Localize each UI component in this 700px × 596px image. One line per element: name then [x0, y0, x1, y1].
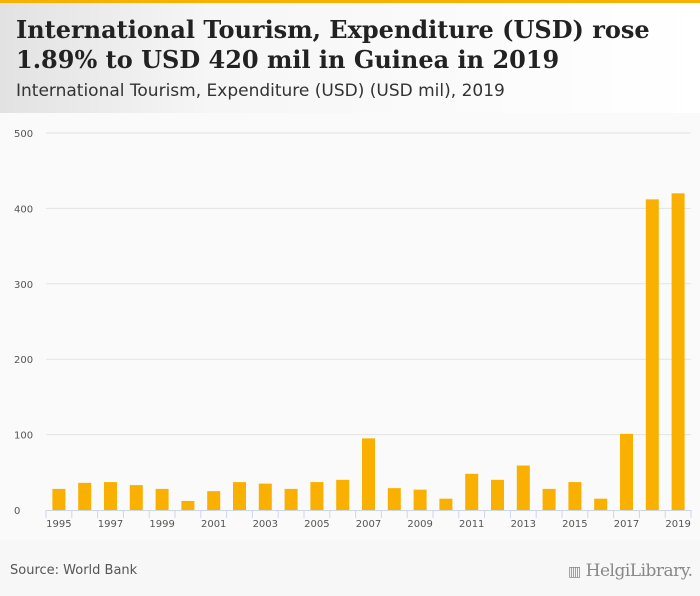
- x-tick-label: 1997: [98, 519, 123, 530]
- logo-text: HelgiLibrary.: [585, 561, 693, 581]
- x-tick-label: 2001: [201, 519, 226, 530]
- accent-line: [0, 0, 700, 3]
- bar-1999: [155, 488, 169, 510]
- bar-2001: [207, 491, 221, 510]
- bar-2009: [413, 489, 427, 510]
- bar-2011: [465, 473, 479, 510]
- bar-2015: [568, 482, 582, 510]
- bar-2012: [491, 479, 504, 510]
- bar-2017: [620, 433, 633, 510]
- y-tick-label: 400: [14, 204, 33, 215]
- helgi-library-logo: ▥ HelgiLibrary.: [568, 561, 693, 581]
- x-tick-label: 2011: [459, 519, 484, 530]
- x-tick-label: 2007: [356, 519, 381, 530]
- bar-2000: [181, 500, 195, 510]
- bar-2013: [516, 465, 530, 510]
- plot-area: [0, 113, 700, 540]
- x-tick-label: 2009: [407, 519, 432, 530]
- source-label: Source: World Bank: [10, 563, 138, 578]
- bar-1998: [129, 485, 143, 510]
- bar-2016: [594, 498, 608, 510]
- y-tick-label: 100: [14, 431, 33, 442]
- bar-2007: [362, 438, 375, 510]
- chart-subtitle: International Tourism, Expenditure (USD)…: [16, 81, 505, 101]
- x-tick-label: 1999: [149, 519, 174, 530]
- x-tick-label: 1995: [46, 519, 71, 530]
- bar-1997: [104, 482, 117, 510]
- x-tick-label: 2015: [562, 519, 587, 530]
- bar-2018: [645, 199, 659, 511]
- bar-2002: [233, 482, 246, 510]
- bar-2019: [671, 193, 685, 510]
- y-tick-label: 0: [14, 506, 20, 517]
- x-tick-label: 2019: [665, 519, 690, 530]
- header: International Tourism, Expenditure (USD)…: [0, 3, 700, 113]
- y-tick-label: 200: [14, 355, 33, 366]
- y-tick-label: 500: [14, 129, 33, 140]
- library-icon: ▥: [568, 564, 581, 580]
- bar-2008: [387, 488, 401, 510]
- bar-2003: [258, 483, 272, 510]
- x-tick-label: 2005: [304, 519, 329, 530]
- x-tick-label: 2017: [614, 519, 639, 530]
- bar-2004: [284, 488, 298, 510]
- bar-2005: [310, 482, 324, 510]
- chart-title: International Tourism, Expenditure (USD)…: [16, 15, 650, 74]
- bar-2010: [439, 498, 453, 510]
- x-tick-label: 2003: [253, 519, 278, 530]
- bar-1995: [52, 488, 66, 510]
- bar-1996: [78, 482, 92, 510]
- x-tick-label: 2013: [511, 519, 536, 530]
- bar-2006: [336, 479, 350, 510]
- bar-2014: [542, 488, 556, 510]
- y-tick-label: 300: [14, 280, 33, 291]
